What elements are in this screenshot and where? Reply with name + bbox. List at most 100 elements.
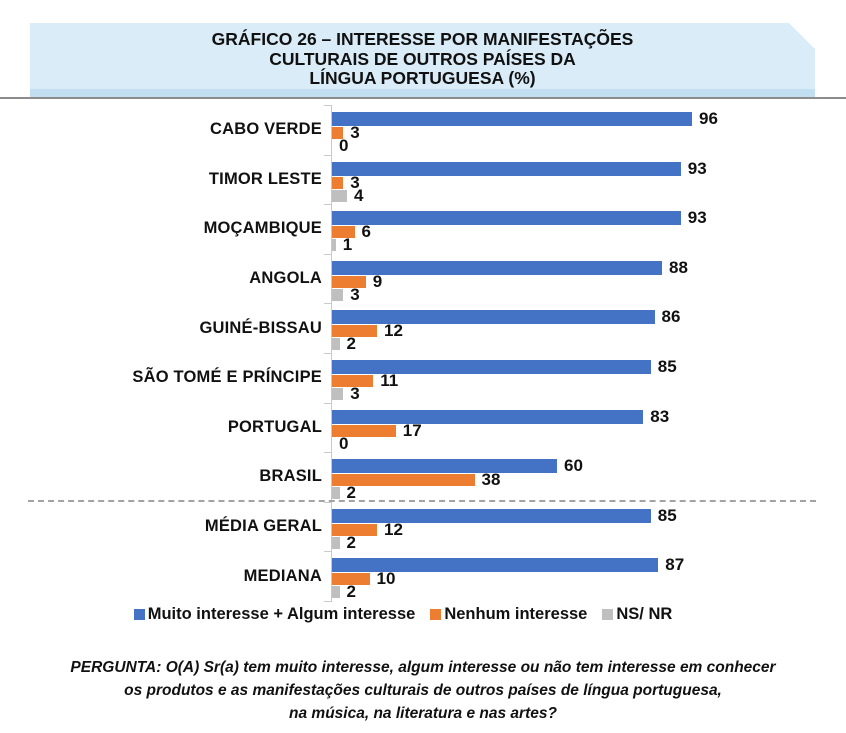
bar-ns-nr	[332, 487, 340, 500]
value-label: 96	[699, 109, 718, 128]
axis-tick	[324, 353, 332, 354]
legend-item-ns-nr: NS/ NR	[602, 605, 672, 624]
bar-group: 93 6 1	[331, 204, 846, 254]
value-label: 93	[687, 208, 707, 228]
legend-label: Nenhum interesse	[444, 605, 588, 623]
value-label: 2	[346, 334, 356, 354]
chart-row: MOÇAMBIQUE 93 6 1	[0, 204, 846, 254]
bar-ns-nr	[332, 338, 340, 351]
value-label: 85	[657, 505, 677, 525]
bar-chart: CABO VERDE 96 3 0 TIMOR LESTE 93 3 4 MOÇAMBIQUE 9…	[0, 105, 846, 602]
value-label: 2	[346, 582, 356, 602]
value-label: 60	[564, 456, 583, 476]
chart-row: BRASIL 60 38 2	[0, 452, 846, 502]
bar-ns-nr	[332, 239, 336, 252]
banner-underline	[0, 97, 846, 99]
value-label: 3	[350, 123, 360, 142]
chart-legend: Muito interesse + Algum interesse Nenhum …	[0, 605, 826, 624]
axis-tick	[324, 501, 332, 503]
axis-tick	[324, 601, 332, 602]
chart-row: MÉDIA GERAL 85 12 2	[0, 502, 846, 552]
bar-nenhum-interesse	[332, 523, 377, 536]
summary-separator-line	[28, 500, 816, 502]
bar-muito-interesse-algum-interesse	[332, 409, 644, 424]
value-label: 86	[661, 307, 681, 327]
axis-tick	[324, 303, 332, 305]
category-label: MEDIANA	[243, 566, 322, 585]
category-label: MOÇAMBIQUE	[203, 219, 322, 238]
category-label: TIMOR LESTE	[208, 169, 322, 188]
legend-swatch-icon	[602, 609, 614, 620]
bar-nenhum-interesse	[332, 424, 396, 437]
bar-nenhum-interesse	[332, 275, 366, 288]
bar-nenhum-interesse	[332, 375, 374, 387]
bar-muito-interesse-algum-interesse	[332, 211, 681, 226]
axis-tick	[324, 154, 332, 156]
bar-group: 85 12 2	[331, 502, 846, 552]
value-label: 3	[350, 284, 360, 304]
bar-muito-interesse-algum-interesse	[332, 260, 662, 275]
value-label: 12	[384, 519, 403, 539]
chart-row: GUINÉ-BISSAU 86 12 2	[0, 303, 846, 353]
bar-group: 87 10 2	[331, 551, 846, 601]
value-label: 2	[346, 483, 356, 503]
bar-nenhum-interesse	[332, 474, 475, 487]
axis-tick	[324, 452, 332, 454]
axis-tick	[324, 551, 332, 553]
legend-swatch-icon	[133, 609, 145, 620]
value-label: 11	[380, 371, 399, 390]
bar-nenhum-interesse	[332, 573, 370, 586]
category-label: GUINÉ-BISSAU	[199, 318, 322, 337]
value-label: 2	[346, 532, 356, 552]
legend-label: NS/ NR	[616, 605, 673, 623]
bar-muito-interesse-algum-interesse	[332, 360, 651, 374]
value-label: 38	[481, 470, 501, 490]
value-label: 4	[354, 185, 364, 205]
axis-tick	[324, 253, 332, 255]
chart-row: CABO VERDE 96 3 0	[0, 105, 846, 155]
axis-tick	[324, 105, 332, 106]
bar-ns-nr	[332, 536, 340, 549]
category-label: PORTUGAL	[227, 417, 322, 436]
bar-muito-interesse-algum-interesse	[332, 161, 681, 176]
bar-ns-nr	[332, 189, 347, 202]
bar-group: 93 3 4	[331, 155, 846, 205]
bar-group: 60 38 2	[331, 452, 846, 502]
bar-muito-interesse-algum-interesse	[332, 310, 655, 325]
category-label: CABO VERDE	[209, 120, 322, 139]
value-label: 0	[339, 433, 349, 453]
chart-title-banner: GRÁFICO 26 – INTERESSE POR MANIFESTAÇÕES…	[30, 23, 815, 97]
bar-group: 96 3 0	[331, 105, 846, 155]
value-label: 0	[339, 136, 349, 155]
legend-label: Muito interesse + Algum interesse	[147, 605, 416, 623]
legend-swatch-icon	[430, 609, 442, 620]
category-label: SÃO TOMÉ E PRÍNCIPE	[132, 368, 322, 387]
chart-row: TIMOR LESTE 93 3 4	[0, 155, 846, 205]
bar-group: 86 12 2	[331, 303, 846, 353]
chart-row: MEDIANA 87 10 2	[0, 551, 846, 601]
chart-title: GRÁFICO 26 – INTERESSE POR MANIFESTAÇÕES…	[211, 29, 634, 88]
bar-group: 88 9 3	[331, 254, 846, 304]
bar-nenhum-interesse	[332, 127, 344, 139]
bar-ns-nr	[332, 586, 340, 599]
bar-muito-interesse-algum-interesse	[332, 558, 659, 573]
value-label: 87	[665, 555, 685, 575]
chart-row: SÃO TOMÉ E PRÍNCIPE 85 11 3	[0, 353, 846, 403]
question-note: PERGUNTA: O(A) Sr(a) tem muito interesse…	[70, 659, 776, 722]
value-label: 10	[376, 569, 396, 589]
value-label: 3	[350, 384, 360, 403]
value-label: 1	[342, 235, 353, 255]
axis-tick	[324, 204, 332, 206]
category-label: ANGOLA	[249, 269, 322, 288]
value-label: 17	[402, 420, 422, 440]
bar-muito-interesse-algum-interesse	[332, 112, 692, 126]
category-label: BRASIL	[259, 467, 322, 486]
bar-ns-nr	[332, 388, 344, 400]
axis-tick	[324, 402, 332, 404]
category-label: MÉDIA GERAL	[204, 517, 322, 536]
value-label: 3	[350, 172, 360, 192]
value-label: 6	[361, 222, 371, 242]
value-label: 88	[669, 257, 688, 277]
bar-muito-interesse-algum-interesse	[332, 508, 651, 523]
